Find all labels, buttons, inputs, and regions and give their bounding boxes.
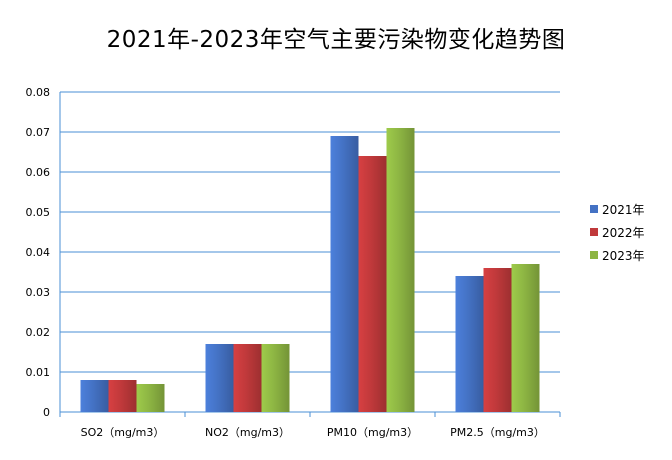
y-tick-label: 0.04 — [26, 246, 51, 259]
x-tick-label: SO2（mg/m3） — [81, 426, 165, 439]
bar — [108, 380, 137, 412]
bar — [358, 156, 387, 412]
legend-label: 2021年 — [602, 203, 645, 217]
y-tick-label: 0 — [43, 406, 50, 419]
chart-title: 2021年-2023年空气主要污染物变化趋势图 — [106, 27, 566, 53]
bar — [330, 136, 359, 412]
legend-swatch — [590, 251, 598, 259]
bar — [233, 344, 262, 412]
y-tick-label: 0.02 — [26, 326, 51, 339]
bar — [455, 276, 484, 412]
legend-label: 2023年 — [602, 249, 645, 263]
bar — [205, 344, 234, 412]
bar — [483, 268, 512, 412]
legend-swatch — [590, 205, 598, 213]
y-tick-label: 0.06 — [26, 166, 51, 179]
bar — [136, 384, 165, 412]
y-tick-label: 0.01 — [26, 366, 51, 379]
bar — [261, 344, 290, 412]
x-tick-label: PM2.5（mg/m3） — [450, 426, 545, 439]
tick-labels: 0 0.01 0.02 0.03 0.04 0.05 0.06 0.07 0.08 SO2（mg/… — [26, 86, 545, 439]
bar — [386, 128, 415, 412]
y-tick-label: 0.03 — [26, 286, 51, 299]
y-tick-label: 0.07 — [26, 126, 51, 139]
x-tick-label: NO2（mg/m3） — [205, 426, 290, 439]
bars — [80, 128, 540, 412]
y-tick-label: 0.05 — [26, 206, 51, 219]
x-tick-label: PM10（mg/m3） — [327, 426, 418, 439]
legend-label: 2022年 — [602, 226, 645, 240]
bar — [80, 380, 109, 412]
grid-lines — [60, 91, 560, 373]
bar — [511, 264, 540, 412]
legend: 2021年 2022年 2023年 — [590, 203, 645, 263]
legend-swatch — [590, 228, 598, 236]
y-tick-label: 0.08 — [26, 86, 51, 99]
